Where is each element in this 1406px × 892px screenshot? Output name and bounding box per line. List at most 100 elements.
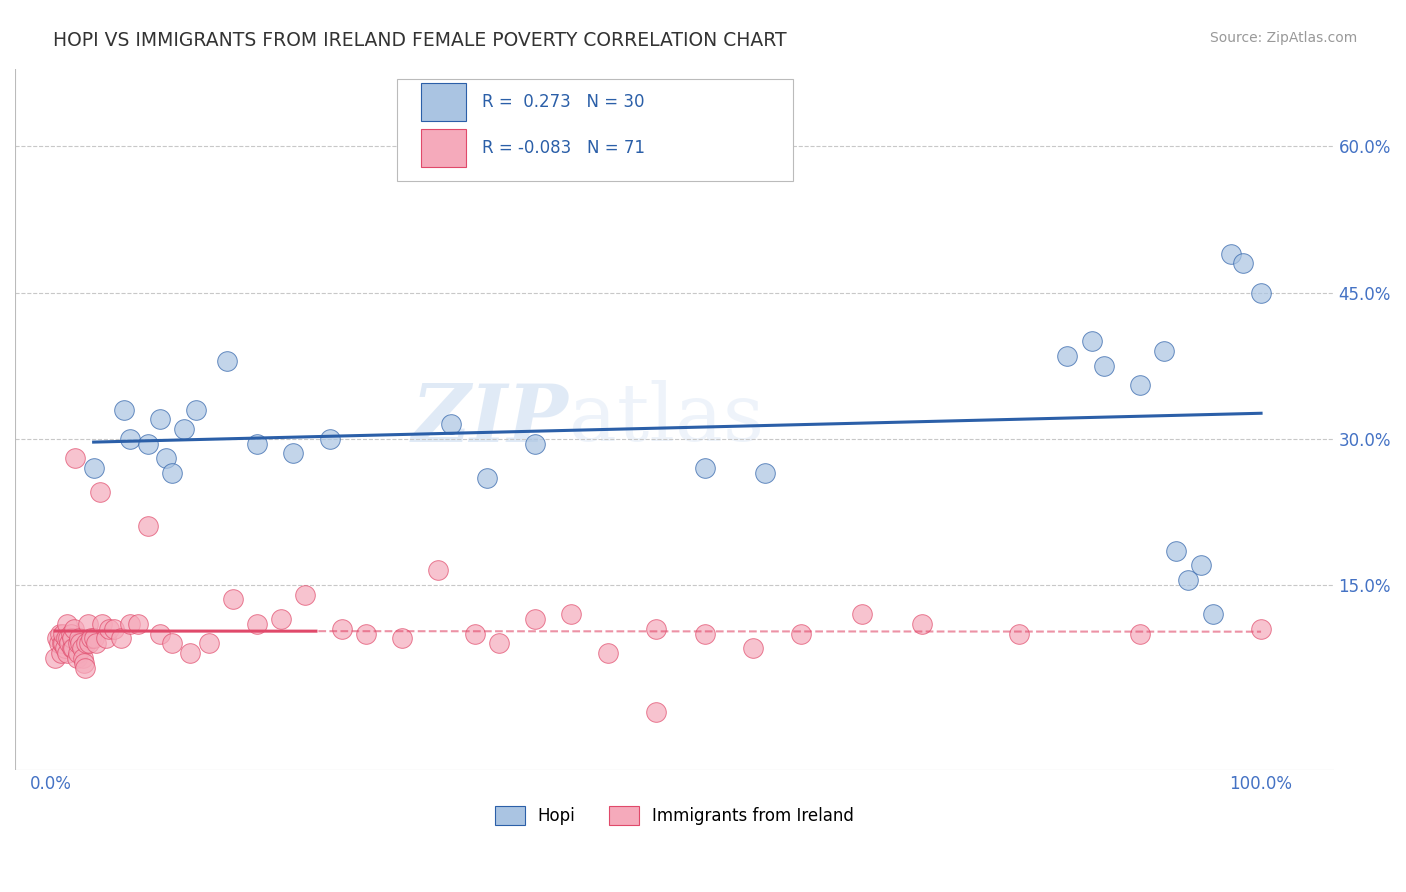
Point (112, 402, 135, 417)
Point (1250, 285, 1272, 300)
Point (1232, 256, 1254, 270)
Point (1177, 573, 1199, 587)
Point (1219, 246, 1241, 260)
Point (790, 626, 813, 640)
Point (645, 622, 668, 636)
Point (742, 641, 765, 656)
Text: HOPI VS IMMIGRANTS FROM IRELAND FEMALE POVERTY CORRELATION CHART: HOPI VS IMMIGRANTS FROM IRELAND FEMALE P… (53, 31, 787, 50)
Point (46, 632, 69, 646)
Point (56, 616, 79, 631)
Point (149, 626, 172, 640)
Point (1080, 334, 1102, 349)
Point (60, 641, 83, 656)
Point (439, 417, 461, 431)
Point (66, 651, 89, 665)
Point (524, 612, 547, 626)
Text: atlas: atlas (569, 380, 763, 458)
Point (162, 466, 184, 480)
Point (49, 646, 72, 660)
Point (51, 636, 73, 650)
Point (84, 636, 107, 650)
Point (76, 616, 98, 631)
Point (162, 636, 184, 650)
Point (911, 616, 934, 631)
Point (55, 632, 77, 646)
Point (103, 622, 125, 636)
Point (110, 632, 132, 646)
Point (52, 636, 75, 650)
Point (1166, 543, 1188, 558)
Point (283, 446, 305, 460)
Point (83, 461, 105, 475)
Text: ZIP: ZIP (412, 381, 569, 458)
Point (118, 616, 141, 631)
Point (67, 632, 90, 646)
Point (1189, 558, 1212, 573)
FancyBboxPatch shape (398, 79, 793, 181)
Point (596, 646, 619, 660)
Point (127, 616, 149, 631)
Point (754, 466, 776, 480)
Point (179, 646, 201, 660)
Point (62, 641, 84, 656)
Point (118, 432, 141, 446)
FancyBboxPatch shape (422, 83, 465, 120)
Point (44, 651, 66, 665)
Point (173, 422, 195, 436)
Point (215, 353, 238, 368)
Point (65, 451, 87, 466)
Point (318, 432, 340, 446)
Point (693, 626, 716, 640)
Point (197, 636, 219, 650)
Point (89, 485, 111, 500)
Point (330, 622, 353, 636)
Point (58, 632, 80, 646)
Point (66, 636, 89, 650)
Point (246, 616, 269, 631)
Point (427, 563, 450, 577)
Point (1092, 359, 1115, 373)
Point (75, 636, 97, 650)
Point (524, 436, 547, 450)
Point (72, 651, 94, 665)
Point (294, 588, 316, 602)
Point (136, 519, 159, 533)
Point (270, 612, 292, 626)
Point (69, 636, 91, 650)
Point (73, 656, 96, 670)
Point (488, 636, 510, 650)
Point (1008, 626, 1031, 640)
Point (63, 622, 86, 636)
Point (475, 471, 498, 485)
Point (1250, 622, 1272, 636)
Point (851, 607, 873, 621)
Point (246, 436, 269, 450)
Point (693, 461, 716, 475)
Point (56, 646, 79, 660)
Point (354, 626, 377, 640)
Point (149, 412, 172, 426)
Point (136, 436, 159, 450)
Text: R =  0.273   N = 30: R = 0.273 N = 30 (482, 93, 644, 111)
Point (75, 661, 97, 675)
Point (155, 451, 177, 466)
Legend: Hopi, Immigrants from Ireland: Hopi, Immigrants from Ireland (495, 805, 853, 825)
Point (48, 636, 70, 650)
Point (83, 632, 105, 646)
Point (91, 616, 114, 631)
Point (58, 636, 80, 650)
Point (645, 705, 668, 719)
Point (464, 626, 486, 640)
Point (60, 632, 83, 646)
Point (391, 632, 413, 646)
Point (80, 632, 103, 646)
Point (66, 646, 89, 660)
Point (52, 626, 75, 640)
Point (59, 626, 82, 640)
Point (98, 622, 121, 636)
Point (49, 626, 72, 640)
Point (1129, 626, 1152, 640)
Text: Source: ZipAtlas.com: Source: ZipAtlas.com (1209, 31, 1357, 45)
Point (1056, 349, 1078, 363)
Point (1153, 344, 1175, 359)
